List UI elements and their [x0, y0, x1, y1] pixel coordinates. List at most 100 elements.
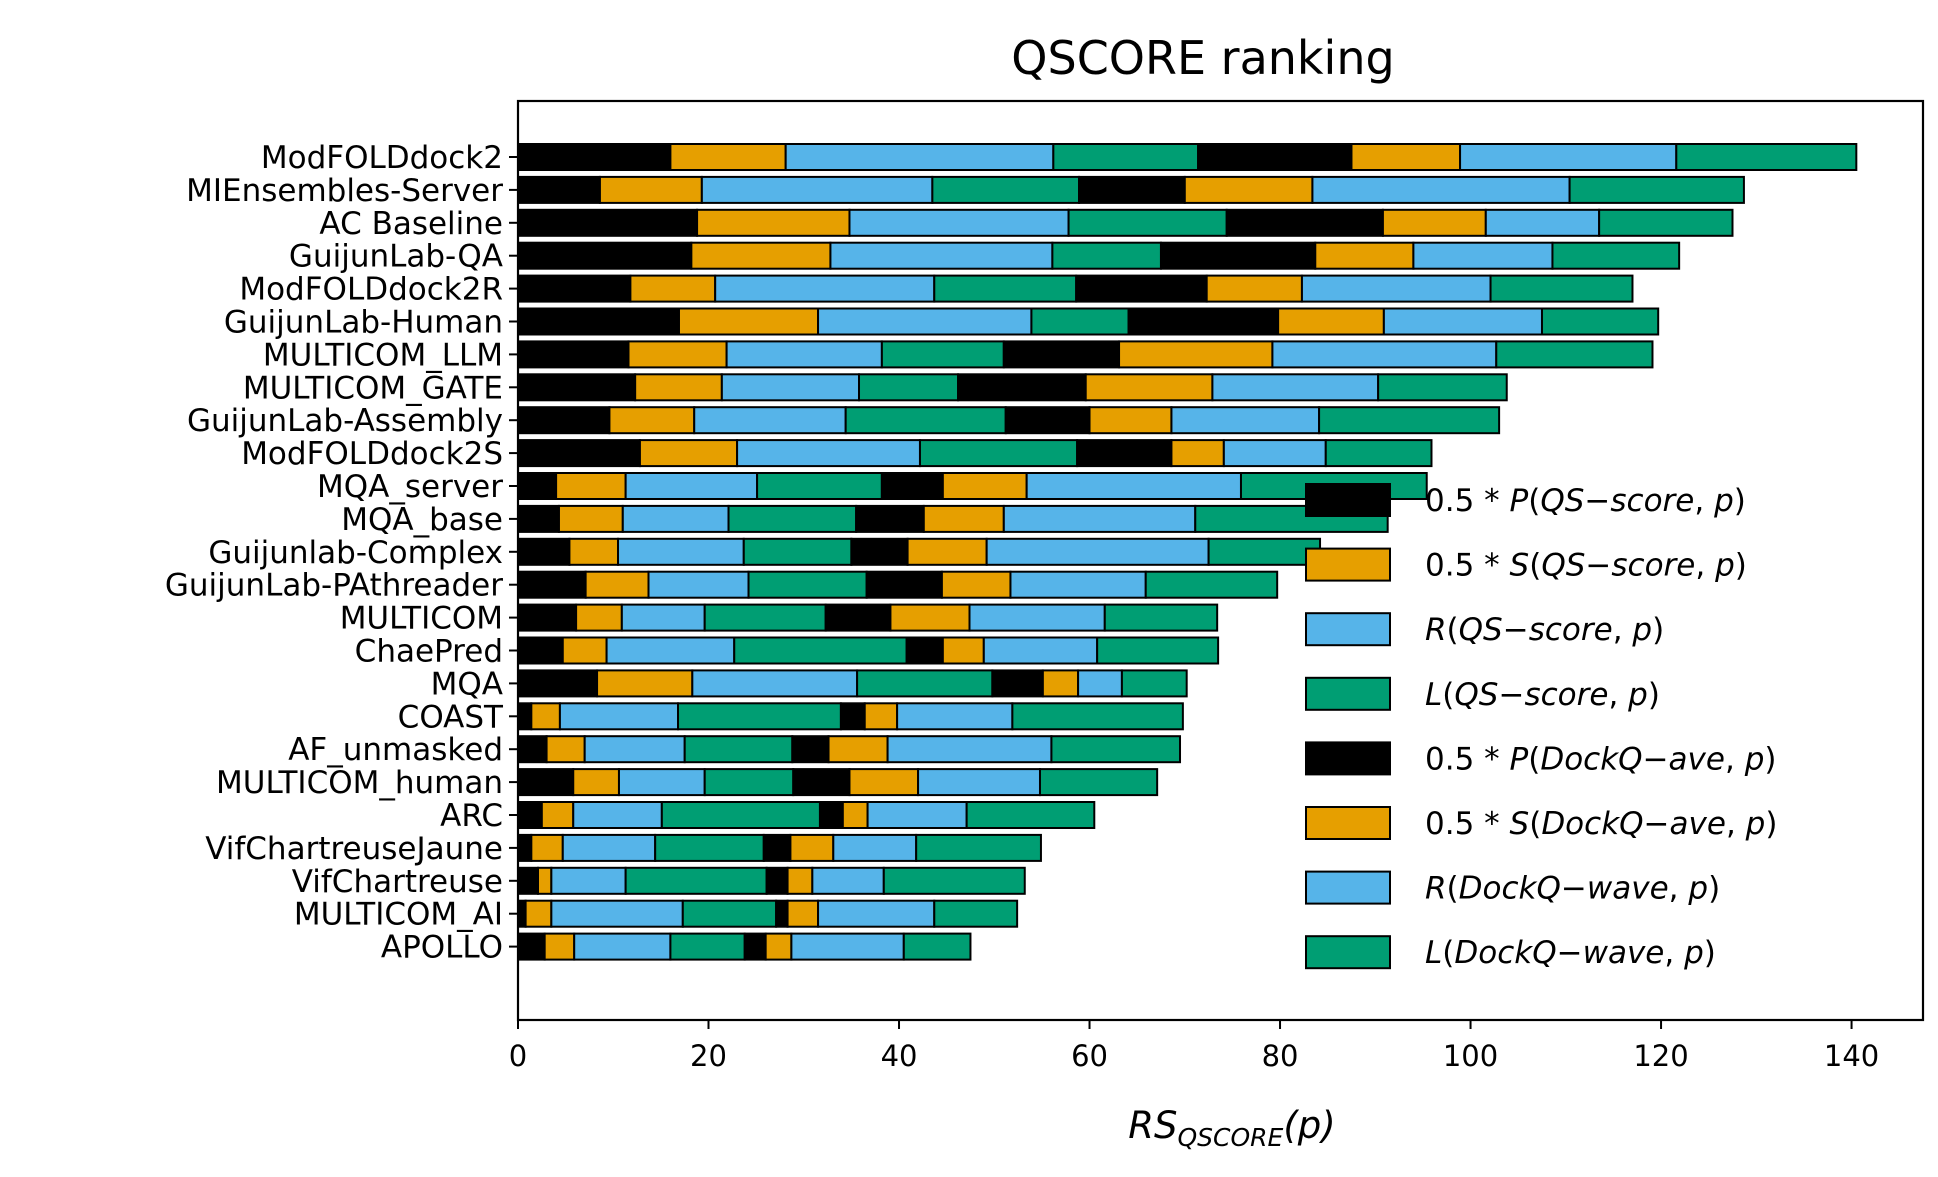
bar-guijunlab-pathreader-series-7 — [1009, 570, 1147, 599]
bar-guijunlab-human-series-1 — [517, 307, 680, 336]
bar-chaepred-series-7 — [982, 636, 1099, 665]
bar-multicom-series-1 — [517, 603, 578, 632]
bar-apollo-series-6 — [764, 932, 793, 961]
bar-multicom-gate-series-4 — [858, 373, 960, 402]
bar-mqa-server-series-1 — [517, 472, 558, 500]
bar-vifchartreusejaune-series-8 — [915, 833, 1042, 862]
bar-multicom-series-6 — [889, 603, 971, 632]
bar-vifchartreusejaune-series-2 — [530, 833, 564, 862]
bar-chaepred-series-2 — [561, 636, 608, 665]
bar-miensembles-server-series-3 — [700, 175, 934, 204]
bar-vifchartreusejaune-series-5 — [762, 833, 792, 862]
bar-modfolddock2r-series-6 — [1205, 274, 1303, 303]
bar-multicom-human-series-4 — [703, 768, 795, 797]
bar-modfolddock2r-series-2 — [629, 274, 717, 303]
bar-guijunlab-human-series-6 — [1277, 307, 1385, 336]
ytick-label-chaepred: ChaePred — [355, 634, 503, 670]
bar-chaepred-series-1 — [517, 636, 564, 665]
legend-label-7: R(DockQ−wave, p) — [1425, 871, 1720, 907]
bar-modfolddock2s-series-5 — [1076, 439, 1173, 468]
bar-modfolddock2r-series-4 — [933, 274, 1078, 303]
bar-multicom-series-7 — [968, 603, 1106, 632]
legend-label-1: 0.5 * P(QS−score, p) — [1425, 483, 1746, 519]
bar-coast-series-8 — [1011, 702, 1184, 731]
bar-apollo-series-3 — [573, 932, 672, 961]
bar-vifchartreuse-series-6 — [786, 866, 814, 895]
legend-swatch-4 — [1305, 676, 1391, 711]
xtick-label-0: 0 — [509, 1039, 527, 1073]
legend-label-6: 0.5 * S(DockQ−ave, p) — [1425, 806, 1777, 842]
bar-multicom-gate-series-3 — [720, 373, 861, 402]
legend-label-2: 0.5 * S(QS−score, p) — [1425, 548, 1747, 584]
bar-miensembles-server-series-4 — [931, 175, 1081, 204]
bar-multicom-ai-series-6 — [786, 899, 820, 928]
bar-guijunlab-human-series-5 — [1127, 307, 1280, 336]
bar-mqa-series-3 — [691, 669, 859, 698]
bar-miensembles-server-series-8 — [1568, 175, 1745, 204]
bar-guijunlab-complex-series-7 — [985, 537, 1210, 566]
ytick-label-multicom: MULTICOM — [340, 601, 503, 637]
bar-modfolddock2r-series-7 — [1300, 274, 1492, 303]
bar-guijunlab-complex-series-4 — [742, 537, 853, 566]
bar-modfolddock2-series-3 — [784, 143, 1055, 171]
bar-mqa-server-series-6 — [941, 472, 1028, 500]
bar-modfolddock2s-series-4 — [918, 439, 1079, 468]
bar-vifchartreusejaune-series-7 — [832, 833, 918, 862]
bar-mqa-series-2 — [596, 669, 694, 698]
bar-multicom-series-5 — [824, 603, 892, 632]
bar-ac-baseline-series-4 — [1067, 208, 1228, 237]
ytick-label-multicom-human: MULTICOM_human — [216, 765, 503, 801]
bar-guijunlab-assembly-series-2 — [608, 406, 696, 435]
bar-multicom-llm-series-7 — [1271, 340, 1498, 369]
ytick-label-vifchartreuse: VifChartreuse — [292, 864, 503, 900]
bar-guijunlab-human-series-4 — [1030, 307, 1130, 336]
bar-mqa-server-series-5 — [880, 472, 944, 500]
bar-apollo-series-7 — [790, 932, 905, 961]
ytick-label-guijunlab-complex: Guijunlab-Complex — [208, 535, 503, 571]
bar-mqa-base-series-4 — [727, 504, 858, 533]
bar-arc-series-8 — [965, 801, 1096, 829]
chart-title: QSCORE ranking — [1011, 31, 1394, 85]
bar-modfolddock2-series-4 — [1052, 143, 1200, 171]
bar-chaepred-series-4 — [733, 636, 908, 665]
bar-guijunlab-qa-series-8 — [1551, 241, 1681, 270]
bar-modfolddock2-series-2 — [669, 143, 787, 171]
bar-guijunlab-qa-series-5 — [1159, 241, 1317, 270]
ytick-label-af-unmasked: AF_unmasked — [288, 732, 503, 768]
bar-guijunlab-qa-series-3 — [829, 241, 1054, 270]
bar-modfolddock2r-series-8 — [1489, 274, 1634, 303]
ytick-label-coast: COAST — [398, 699, 504, 735]
bar-guijunlab-pathreader-series-6 — [940, 570, 1012, 599]
bar-chaepred-series-5 — [905, 636, 944, 665]
bar-af-unmasked-series-3 — [583, 735, 686, 764]
bar-guijunlab-pathreader-series-5 — [865, 570, 943, 599]
bar-arc-series-7 — [866, 801, 968, 829]
bar-guijunlab-human-series-3 — [817, 307, 1033, 336]
bar-arc-series-6 — [841, 801, 869, 829]
bar-ac-baseline-series-6 — [1381, 208, 1487, 237]
bar-multicom-llm-series-4 — [880, 340, 1005, 369]
bar-multicom-llm-series-5 — [1002, 340, 1121, 369]
bar-multicom-ai-series-7 — [817, 899, 936, 928]
bar-mqa-base-series-2 — [557, 504, 624, 533]
bar-vifchartreusejaune-series-3 — [561, 833, 657, 862]
bar-multicom-gate-series-8 — [1377, 373, 1508, 402]
bar-modfolddock2-series-7 — [1459, 143, 1678, 171]
bar-vifchartreusejaune-series-4 — [654, 833, 765, 862]
bar-multicom-gate-series-2 — [634, 373, 723, 402]
bar-modfolddock2s-series-8 — [1324, 439, 1433, 468]
bar-vifchartreusejaune-series-1 — [517, 833, 533, 862]
bar-chaepred-series-3 — [605, 636, 736, 665]
bar-multicom-ai-series-1 — [517, 899, 527, 928]
bar-modfolddock2r-series-3 — [714, 274, 936, 303]
bar-guijunlab-assembly-series-4 — [844, 406, 1007, 435]
bar-multicom-llm-series-2 — [627, 340, 728, 369]
bar-guijunlab-pathreader-series-4 — [747, 570, 868, 599]
bar-coast-series-7 — [896, 702, 1014, 731]
legend-swatch-3 — [1305, 612, 1391, 647]
bar-modfolddock2s-series-6 — [1170, 439, 1225, 468]
ytick-label-guijunlab-assembly: GuijunLab-Assembly — [187, 403, 503, 439]
bar-multicom-llm-series-8 — [1495, 340, 1654, 369]
bar-vifchartreuse-series-1 — [517, 866, 540, 895]
bar-apollo-series-5 — [743, 932, 767, 961]
